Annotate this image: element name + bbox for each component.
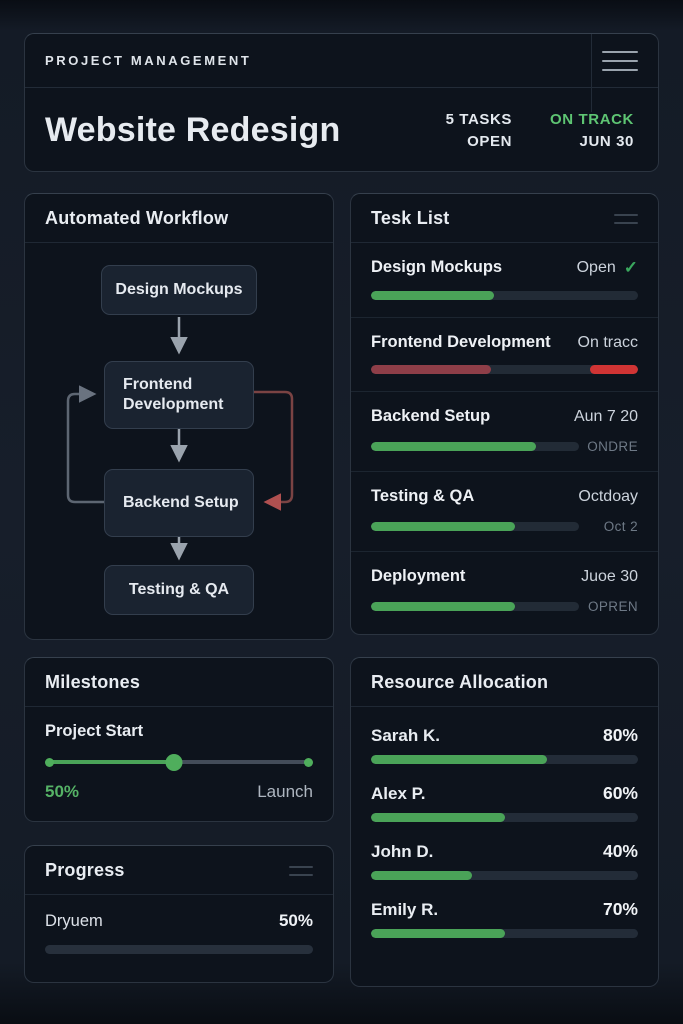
resource-panel-title: Resource Allocation [371,672,549,692]
resource-percent: 60% [602,783,638,803]
workflow-node-backend-setup[interactable]: Backend Setup [104,469,254,537]
task-row-testing-qa[interactable]: Testing & QA Octdoay Oct 2 [351,472,658,552]
resource-panel-header: Resource Allocation [351,658,658,707]
due-date: JUN 30 [579,132,634,150]
task-sub-label: OPREN [587,599,638,614]
resource-bar [371,929,638,938]
resource-name: John D. [371,842,434,861]
task-row-frontend-development[interactable]: Frontend Development On tracc [351,318,658,392]
panel-menu-icon[interactable] [614,213,638,224]
resource-name: Sarah K. [371,726,440,745]
header-title-row: Website Redesign 5 TASKS OPEN ON TRACK J… [25,88,658,171]
task-row-backend-setup[interactable]: Backend Setup Aun 7 20 ONDRE [351,392,658,472]
resource-row-sarah[interactable]: Sarah K. 80% [371,725,638,764]
progress-value: 50% [278,911,313,930]
resource-row-alex[interactable]: Alex P. 60% [371,783,638,822]
panel-menu-icon[interactable] [289,865,313,876]
hamburger-menu-icon[interactable] [602,50,638,71]
task-list-panel: Tesk List Design Mockups Open ✓ [350,193,659,635]
workflow-diagram: Design Mockups Frontend Development Back… [25,243,333,639]
resource-row-emily[interactable]: Emily R. 70% [371,899,638,938]
tasks-open-stat: 5 TASKS OPEN [446,111,512,150]
tasks-count: 5 TASKS [445,110,513,128]
task-progress-bar [371,291,638,300]
slider-thumb[interactable] [165,753,183,771]
header-divider-vertical-short [591,88,592,112]
resource-percent: 80% [602,725,638,745]
app-title: PROJECT MANAGEMENT [45,53,252,68]
loop-arrow-frontend-to-backend [254,390,294,511]
workflow-node-frontend-development[interactable]: Frontend Development [104,361,254,429]
resource-bar [371,755,638,764]
milestone-slider[interactable] [45,753,313,771]
task-progress-bar [371,442,580,451]
task-status: Aun 7 20 [573,408,638,425]
resource-bar [371,813,638,822]
resource-percent: 40% [602,841,638,861]
resource-row-john[interactable]: John D. 40% [371,841,638,880]
task-name: Frontend Development [371,333,551,351]
status-badge: ON TRACK JUN 30 [550,111,634,150]
workflow-panel-title: Automated Workflow [45,208,229,228]
header-stats: 5 TASKS OPEN ON TRACK JUN 30 [446,111,638,150]
task-progress-bar [371,522,580,531]
milestones-panel: Milestones Project Start 50% Launch [24,657,334,822]
task-status: On tracc [577,334,638,351]
check-icon: ✓ [623,258,638,277]
resource-name: Alex P. [371,784,426,803]
milestone-label: Project Start [45,722,144,740]
task-progress-bar [371,365,638,374]
workflow-connectors [66,317,294,561]
task-sub-label: Oct 2 [603,519,638,534]
page-title: Website Redesign [45,110,341,149]
slider-fill [47,760,176,764]
task-list-title: Tesk List [371,208,450,228]
task-sub-label: ONDRE [587,439,638,454]
task-list-header: Tesk List [351,194,658,243]
resource-percent: 70% [602,899,638,919]
header-divider-vertical [591,34,592,88]
task-name: Testing & QA [371,487,475,505]
task-name: Deployment [371,567,466,585]
slider-end-dot [304,757,313,767]
milestone-end-label: Launch [257,782,313,801]
workflow-node-testing-qa[interactable]: Testing & QA [104,565,254,615]
alert-segment [589,365,638,374]
resource-allocation-panel: Resource Allocation Sarah K. 80% [350,657,659,987]
progress-panel-header: Progress [25,846,333,895]
task-row-deployment[interactable]: Deployment Juoe 30 OPREN [351,552,658,631]
task-progress-bar [371,602,580,611]
status-text: ON TRACK [550,110,634,128]
workflow-panel-header: Automated Workflow [25,194,333,243]
progress-bar [45,945,313,954]
task-row-design-mockups[interactable]: Design Mockups Open ✓ [351,243,658,318]
workflow-node-design-mockups[interactable]: Design Mockups [101,265,257,315]
task-status: Octdoay [578,488,638,505]
progress-label: Dryuem [45,912,103,930]
milestones-panel-header: Milestones [25,658,333,707]
tasks-count-label: OPEN [467,132,513,150]
slider-start-dot [45,757,54,767]
task-name: Design Mockups [371,258,503,276]
milestone-percent: 50% [45,782,80,801]
milestones-panel-title: Milestones [45,672,141,692]
progress-panel: Progress Dryuem 50% [24,845,334,983]
task-name: Backend Setup [371,407,491,425]
progress-panel-title: Progress [45,860,125,880]
loop-arrow-backend-to-frontend [66,385,104,504]
header-card: PROJECT MANAGEMENT Website Redesign 5 TA… [24,33,659,172]
workflow-panel: Automated Workflow [24,193,334,640]
header-top-bar: PROJECT MANAGEMENT [25,34,658,88]
dashboard: PROJECT MANAGEMENT Website Redesign 5 TA… [24,33,659,987]
task-status: Open [576,259,616,276]
task-status: Juoe 30 [581,568,638,585]
resource-name: Emily R. [371,900,439,919]
resource-bar [371,871,638,880]
